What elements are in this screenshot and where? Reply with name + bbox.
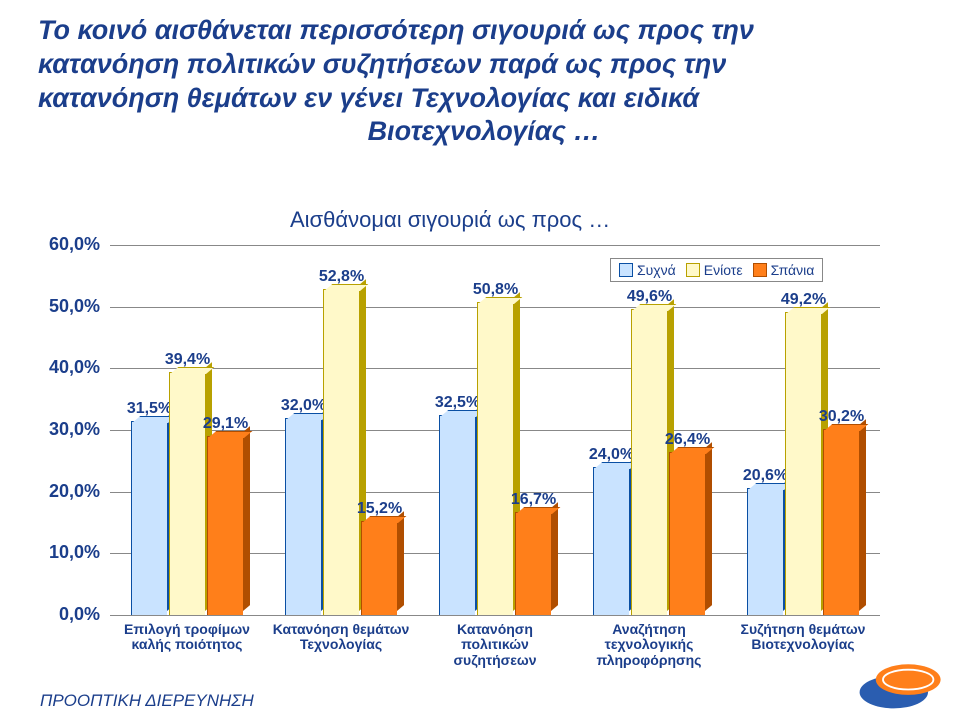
bar: 39,4% — [169, 372, 205, 615]
bar: 32,5% — [439, 415, 475, 615]
bar: 24,0% — [593, 467, 629, 615]
title-line-2: κατανόηση πολιτικών συζητήσεων παρά ως π… — [38, 48, 930, 82]
bar-value-label: 52,8% — [319, 268, 364, 286]
title-line-3: κατανόηση θεμάτων εν γένει Τεχνολογίας κ… — [38, 82, 930, 116]
bar: 30,2% — [823, 429, 859, 615]
bar-value-label: 49,2% — [781, 291, 826, 309]
bar-group: 24,0%49,6%26,4% — [572, 245, 726, 615]
bar-value-label: 16,7% — [511, 491, 556, 509]
bar-value-label: 32,0% — [281, 397, 326, 415]
legend-swatch — [686, 263, 700, 277]
title-line-4: Βιοτεχνολογίας … — [38, 115, 930, 149]
bar-group: 31,5%39,4%29,1% — [110, 245, 264, 615]
bar-value-label: 24,0% — [589, 446, 634, 464]
chart-subtitle: Αισθάνομαι σιγουριά ως προς … — [290, 207, 610, 233]
legend-label: Συχνά — [637, 262, 676, 278]
slide: Το κοινό αισθάνεται περισσότερη σιγουριά… — [0, 0, 960, 723]
category-label: Αναζήτηση τεχνολογικής πληροφόρησης — [572, 620, 726, 668]
bar: 26,4% — [669, 452, 705, 615]
category-label: Κατανόηση πολιτικών συζητήσεων — [418, 620, 572, 668]
legend-item: Ενίοτε — [686, 262, 743, 278]
bar-group: 32,5%50,8%16,7% — [418, 245, 572, 615]
bar: 31,5% — [131, 421, 167, 615]
category-label: Κατανόηση θεμάτων Τεχνολογίας — [264, 620, 418, 668]
bar: 50,8% — [477, 302, 513, 615]
bar-value-label: 31,5% — [127, 400, 172, 418]
bar: 49,6% — [631, 309, 667, 615]
bar-groups: 31,5%39,4%29,1%32,0%52,8%15,2%32,5%50,8%… — [110, 245, 880, 615]
category-label: Επιλογή τροφίμων καλής ποιότητος — [110, 620, 264, 668]
legend-swatch — [753, 263, 767, 277]
bar-value-label: 50,8% — [473, 281, 518, 299]
bar: 49,2% — [785, 312, 821, 615]
legend-swatch — [619, 263, 633, 277]
y-tick-label: 10,0% — [30, 542, 100, 563]
bar-value-label: 29,1% — [203, 415, 248, 433]
legend-label: Σπάνια — [771, 262, 815, 278]
bar: 52,8% — [323, 289, 359, 615]
y-tick-label: 30,0% — [30, 419, 100, 440]
title-line-1: Το κοινό αισθάνεται περισσότερη σιγουριά… — [38, 14, 930, 48]
bar-value-label: 39,4% — [165, 351, 210, 369]
bar-value-label: 20,6% — [743, 467, 788, 485]
legend-item: Συχνά — [619, 262, 676, 278]
legend-item: Σπάνια — [753, 262, 815, 278]
y-tick-label: 0,0% — [30, 604, 100, 625]
legend: Συχνά Ενίοτε Σπάνια — [610, 258, 823, 282]
chart: 0,0% 10,0% 20,0% 30,0% 40,0% 50,0% 60,0% 31,5%… — [30, 235, 900, 655]
title-block: Το κοινό αισθάνεται περισσότερη σιγουριά… — [38, 14, 930, 149]
footer-text: ΠΡΟΟΠΤΙΚΗ ΔΙΕΡΕΥΝΗΣΗ — [40, 691, 254, 711]
y-tick-label: 50,0% — [30, 296, 100, 317]
bar-group: 32,0%52,8%15,2% — [264, 245, 418, 615]
bar: 32,0% — [285, 418, 321, 615]
bar-value-label: 26,4% — [665, 431, 710, 449]
y-tick-label: 60,0% — [30, 234, 100, 255]
bar: 20,6% — [747, 488, 783, 615]
y-tick-label: 40,0% — [30, 357, 100, 378]
bar: 29,1% — [207, 436, 243, 615]
bar: 15,2% — [361, 521, 397, 615]
bar-value-label: 15,2% — [357, 500, 402, 518]
y-tick-label: 20,0% — [30, 481, 100, 502]
bar-value-label: 49,6% — [627, 288, 672, 306]
bar: 16,7% — [515, 512, 551, 615]
bar-value-label: 32,5% — [435, 394, 480, 412]
category-labels: Επιλογή τροφίμων καλής ποιότητοςΚατανόησ… — [110, 620, 880, 668]
logo-icon — [856, 649, 946, 709]
bar-value-label: 30,2% — [819, 408, 864, 426]
legend-label: Ενίοτε — [704, 262, 743, 278]
bar-group: 20,6%49,2%30,2% — [726, 245, 880, 615]
